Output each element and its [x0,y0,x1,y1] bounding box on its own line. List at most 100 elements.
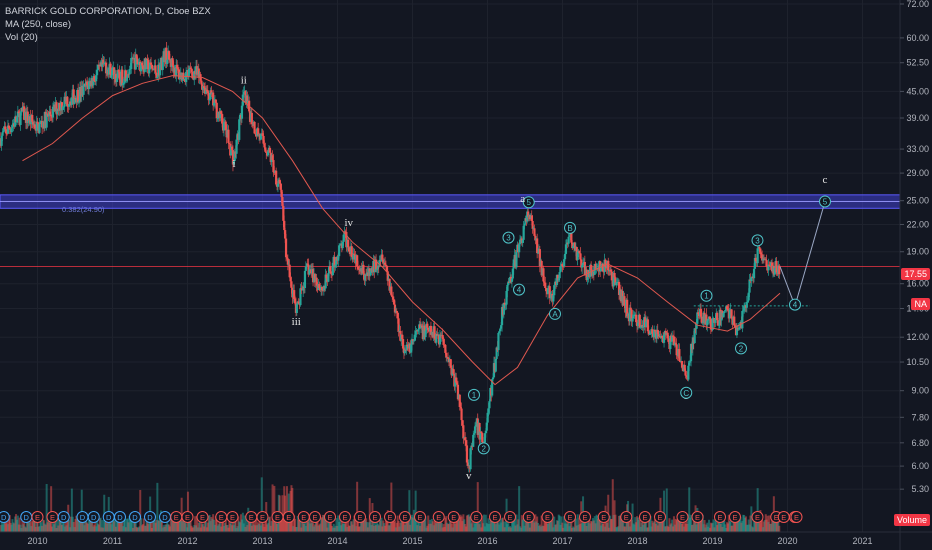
candle-body [478,422,481,440]
candle-body [275,170,278,185]
volume-indicator-label[interactable]: Vol (20) [5,32,38,43]
wave-circle [477,442,490,455]
candle-body [503,302,506,305]
event-circle [432,511,445,523]
candle-body [390,286,393,296]
x-tick-label: 2013 [252,536,272,546]
resistance-zone [0,194,901,307]
event-marker-E: E [215,511,228,523]
event-circle [541,511,554,523]
wave-label-5: 5 [522,196,535,209]
time-axis[interactable]: 2010 2011 2012 2013 2014 2015 2016 2017 2018 2019… [0,531,932,546]
candle-body [49,111,52,115]
candle-body [559,266,562,273]
event-circle [181,511,194,523]
moving-average-line [22,75,781,386]
volume-bar [204,521,207,532]
candle-body [401,334,404,340]
candle-body [548,286,551,299]
ma-indicator-label[interactable]: MA (250, close) [5,19,71,30]
volume-bar [476,482,479,532]
candle-body [444,344,447,353]
volume-bar [750,506,753,532]
volume-bar [402,515,405,532]
candle-body [610,271,613,281]
candle-body [403,349,406,354]
volume-bar [245,515,248,532]
candle-body [334,264,337,268]
candle-body [728,309,731,319]
candle-body [202,86,205,90]
event-circle [489,511,501,523]
candle-body [324,274,327,289]
wave-circle [819,195,831,208]
event-marker-E: E [541,511,554,523]
candle-body [667,338,670,343]
candle-body [684,370,687,376]
candle-body [722,312,725,318]
volume-bar [23,517,26,532]
candle-body [750,277,753,282]
candle-body [556,274,559,281]
y-tick-label: 45.00 [906,86,929,96]
candle-body [171,58,174,66]
candle-body [212,102,216,106]
candle-body [305,263,308,267]
candle-body [561,264,564,267]
candle-body [709,319,712,330]
candle-body [609,269,613,272]
wave-circle [680,386,693,399]
event-marker-E: E [226,511,239,523]
candle-body [167,51,171,60]
y-tick-label: 5.30 [911,484,929,494]
event-text: E [312,513,317,522]
event-marker-E: E [181,511,194,523]
candle-body [738,327,741,328]
candle-body [93,76,96,82]
event-circle [597,511,610,523]
candle-body [473,426,477,434]
candle-body [410,344,413,353]
candle-body [285,257,289,259]
event-text: E [219,513,224,522]
wave-projection [779,201,826,308]
event-marker-E: E [639,511,651,523]
candle-body [671,335,674,342]
candle-body [381,254,384,260]
candle-body [333,256,336,268]
volume-bar [189,515,192,532]
wave-circle-text: 1 [472,391,477,400]
candle-body [302,286,305,291]
wave-circle [502,231,515,244]
candle-body [473,433,476,435]
candle-body [672,336,676,346]
wave-label-A: A [549,307,561,320]
event-marker-E: E [751,511,764,523]
candle-body [705,314,708,326]
event-marker-E: E [597,511,610,523]
volume-bar [70,488,73,532]
candle-body [512,259,515,269]
candle-body [212,92,215,106]
x-tick-label: 2010 [27,536,47,546]
volume-bar [354,515,357,532]
candlesticks [0,41,781,473]
y-tick-label: 12.00 [906,332,929,342]
candle-body [77,101,81,103]
wave-label-a: a [520,193,525,205]
candle-body [395,310,398,313]
event-marker-E: E [339,511,351,523]
candle-body [734,325,737,328]
event-text: E [774,513,779,522]
event-circle [579,511,591,523]
volume-bar [372,514,375,532]
event-text: E [387,513,392,522]
symbol-title[interactable]: BARRICK GOLD CORPORATION, D, Cboe BZX [5,6,211,17]
candle-body [655,329,658,339]
event-text: D [132,513,138,522]
candle-body [716,312,719,321]
candle-body [455,382,459,385]
candle-body [765,260,768,267]
event-text: D [1,513,7,522]
